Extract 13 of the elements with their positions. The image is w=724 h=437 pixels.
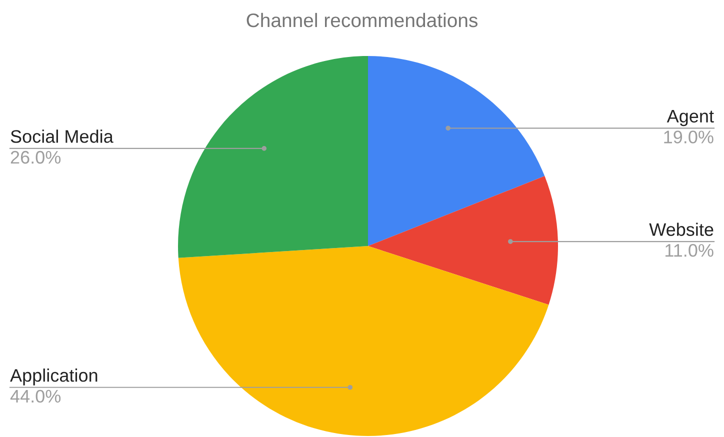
pie-slice <box>178 56 368 258</box>
slice-label: Social Media <box>10 130 114 143</box>
pie-slice <box>368 56 545 246</box>
data-label: 19.0% <box>664 130 714 144</box>
slice-label: Agent <box>666 110 714 126</box>
pie-slice <box>178 246 549 436</box>
chart-title: Channel recommendations <box>246 12 478 28</box>
data-label: 11.0% <box>666 244 714 257</box>
data-label: 44.0% <box>10 390 61 403</box>
slice-label: Application <box>10 368 98 386</box>
slice-label: Website <box>649 222 714 236</box>
pie-slice <box>368 176 558 305</box>
data-label: 26.0% <box>10 150 61 164</box>
